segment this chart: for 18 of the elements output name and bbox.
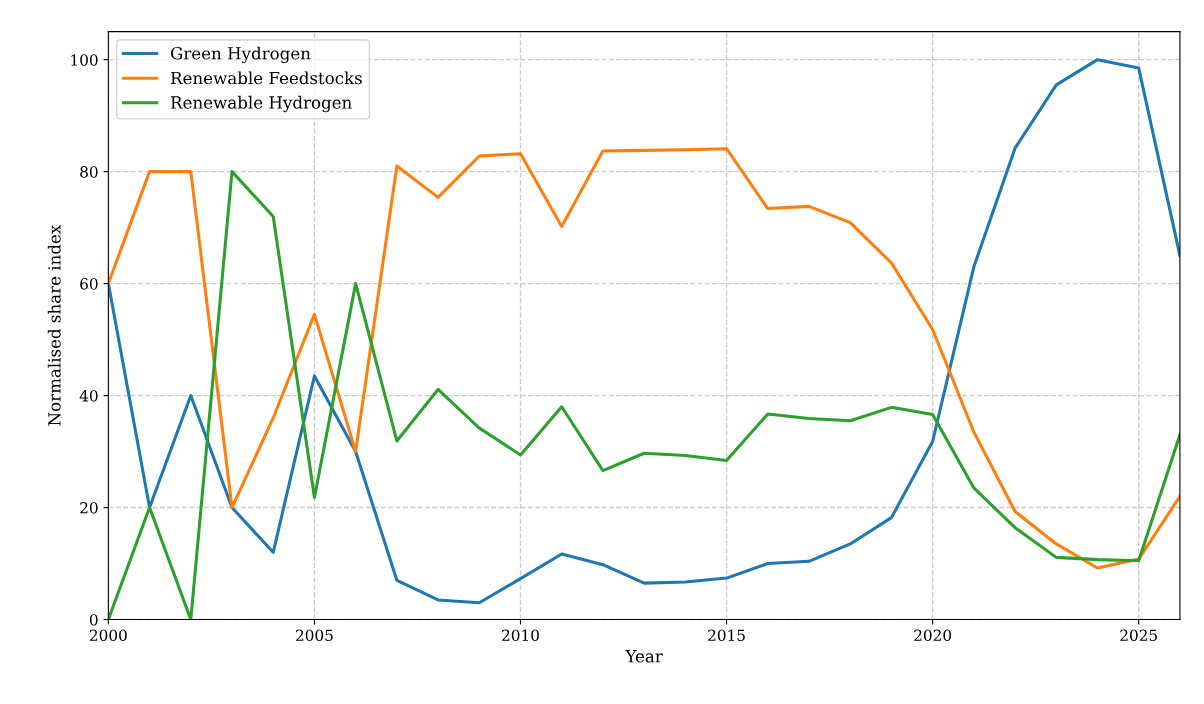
y-tick-label: 100 [71,54,98,66]
legend-label: Renewable Hydrogen [170,95,352,113]
y-tick-label: 60 [80,278,98,290]
x-tick-label: 2020 [914,629,952,642]
y-tick-label: 40 [79,390,98,402]
x-tick-label: 2005 [296,629,333,642]
x-tick-label: 2000 [89,629,127,642]
x-tick-label: 2025 [1120,629,1157,642]
y-tick-label: 0 [89,613,98,626]
y-tick-label: 80 [80,166,98,178]
x-axis-title: Year [625,650,663,663]
y-tick-label: 20 [80,502,98,514]
x-tick-label: 2015 [708,629,745,642]
legend-label: Green Hydrogen [170,46,311,64]
y-axis-title: Normalised share index [47,224,61,426]
legend-label: Renewable Feedstocks [170,71,362,85]
line-series [108,147,1180,570]
x-tick-label: 2010 [502,629,539,642]
